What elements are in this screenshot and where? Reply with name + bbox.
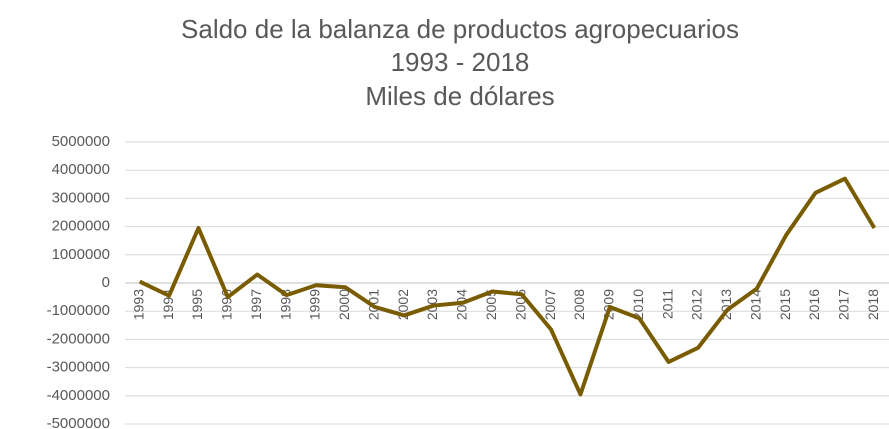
- x-tick-label: 1993: [130, 289, 146, 320]
- chart-title: Miles de dólares: [365, 81, 554, 111]
- x-tick-label: 2013: [718, 289, 734, 320]
- x-tick-label: 2011: [659, 289, 675, 319]
- x-tick-label: 2009: [601, 289, 617, 320]
- x-tick-label: 1995: [189, 289, 205, 320]
- chart-title: 1993 - 2018: [391, 47, 530, 77]
- x-tick-label: 1998: [277, 289, 293, 320]
- y-tick-label: 0: [102, 274, 110, 291]
- x-tick-label: 2016: [806, 289, 822, 320]
- x-tick-label: 1994: [160, 289, 176, 320]
- data-line: [138, 176, 877, 397]
- y-tick-label: 2000000: [52, 218, 110, 235]
- x-tick-label: 2015: [777, 289, 793, 320]
- x-tick-label: 1999: [307, 289, 323, 320]
- x-tick-label: 2014: [747, 289, 763, 320]
- x-tick-label: 2005: [483, 289, 499, 320]
- y-tick-label: -1000000: [47, 302, 110, 319]
- chart-title: Saldo de la balanza de productos agropec…: [181, 14, 739, 44]
- x-tick-label: 2008: [571, 289, 587, 320]
- y-tick-label: 1000000: [52, 246, 110, 263]
- x-tick-label: 2012: [689, 289, 705, 320]
- x-tick-label: 2017: [836, 289, 852, 320]
- x-tick-label: 2007: [542, 289, 558, 320]
- y-tick-label: -5000000: [47, 415, 110, 429]
- y-tick-label: 5000000: [52, 133, 110, 150]
- x-tick-label: 2010: [630, 289, 646, 320]
- x-tick-label: 2000: [336, 289, 352, 320]
- y-tick-label: -2000000: [47, 330, 110, 347]
- y-tick-label: 3000000: [52, 189, 110, 206]
- x-tick-label: 1997: [248, 289, 264, 320]
- y-tick-label: -4000000: [47, 387, 110, 404]
- y-tick-label: 4000000: [52, 161, 110, 178]
- y-tick-label: -3000000: [47, 359, 110, 376]
- x-tick-label: 2018: [865, 289, 881, 320]
